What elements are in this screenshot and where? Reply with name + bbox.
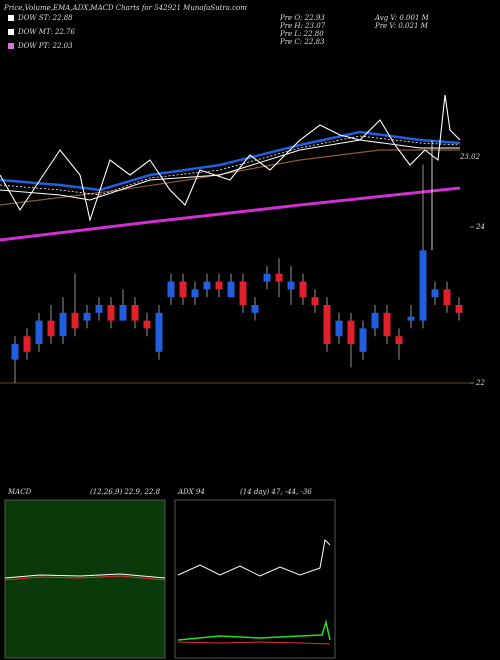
legend-swatch xyxy=(8,29,14,35)
candle-body xyxy=(311,297,319,305)
legend-entry: DOW PT: 22.03 xyxy=(17,42,73,50)
candle-body xyxy=(251,305,259,313)
candle-body xyxy=(443,289,451,305)
adx-params: (14 day) 47, -44, -36 xyxy=(240,488,312,496)
candle-body xyxy=(431,289,439,298)
macd-params: (12,26,9) 22.9, 22.8 xyxy=(90,488,161,496)
candle-body xyxy=(263,273,271,282)
candle-body xyxy=(155,312,163,352)
candle-body xyxy=(35,320,43,344)
macd-label: MACD xyxy=(7,488,32,496)
di-minus xyxy=(177,641,331,645)
adx-panel xyxy=(174,499,336,659)
adx-line xyxy=(177,538,331,577)
candle-body xyxy=(323,305,331,344)
candle-body xyxy=(179,281,187,298)
candle-body xyxy=(395,336,403,344)
candle-body xyxy=(119,305,127,321)
candle-body xyxy=(275,273,283,282)
candle-body xyxy=(335,320,343,337)
y-tick-label: 22 xyxy=(475,379,485,387)
candle-body xyxy=(215,281,223,290)
candle-body xyxy=(11,344,19,360)
signal-line xyxy=(4,575,166,581)
candle-body xyxy=(383,312,391,337)
candle-body xyxy=(239,281,247,305)
candle-body xyxy=(203,281,211,290)
ema-lines xyxy=(0,94,461,250)
candle-body xyxy=(107,305,115,321)
candle-body xyxy=(359,328,367,352)
info: Avg V: 0.001 M xyxy=(374,14,430,22)
adx-label: ADX 94 xyxy=(177,488,205,496)
macd-panel xyxy=(4,499,166,659)
candle-body xyxy=(71,312,79,329)
legend-swatch xyxy=(8,43,14,49)
legend-swatch xyxy=(8,15,14,21)
candle-body xyxy=(371,312,379,329)
candle-body xyxy=(143,320,151,329)
macd-line xyxy=(4,573,166,579)
candle-body xyxy=(227,281,235,298)
candle-body xyxy=(299,281,307,298)
candle-body xyxy=(407,316,415,321)
y-tick-label: 24 xyxy=(475,223,485,231)
di-plus xyxy=(177,619,331,641)
info: Pre V: 0.021 M xyxy=(374,22,429,30)
legend-entry: DOW ST: 22.88 xyxy=(17,14,73,22)
candle-body xyxy=(455,305,463,313)
ema-label: 23.02 xyxy=(459,153,481,161)
candle-body xyxy=(95,305,103,313)
info: Pre O: 22.93 xyxy=(279,14,325,22)
candle-body xyxy=(191,289,199,298)
candle-body xyxy=(167,281,175,298)
candle-body xyxy=(47,320,55,337)
candle-body xyxy=(83,312,91,321)
info: Pre H: 23.07 xyxy=(279,22,326,30)
candle-body xyxy=(23,336,31,352)
info: Pre C: 22.83 xyxy=(279,38,325,46)
candle-body xyxy=(131,305,139,321)
candle-body xyxy=(59,312,67,337)
candle-body xyxy=(347,320,355,344)
candle-body xyxy=(287,281,295,290)
legend-entry: DOW MT: 22.76 xyxy=(17,28,76,36)
info: Pre L: 22.80 xyxy=(279,30,324,38)
chart-title: Price,Volume,EMA,ADX,MACD Charts for 542… xyxy=(3,4,247,12)
candle-body xyxy=(419,250,427,321)
